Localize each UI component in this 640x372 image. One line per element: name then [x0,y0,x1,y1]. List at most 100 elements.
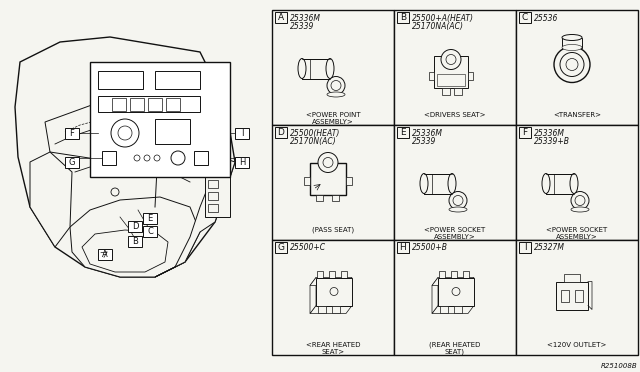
Text: <TRANSFER>: <TRANSFER> [553,112,601,118]
Text: A: A [278,13,284,22]
Bar [65,157,79,168]
Text: ASSEMBLY>: ASSEMBLY> [312,119,354,125]
Bar [397,242,409,253]
Circle shape [323,157,333,167]
Ellipse shape [448,173,456,193]
Bar [318,305,326,312]
Bar [332,195,339,201]
Circle shape [144,155,150,161]
Circle shape [441,49,461,70]
Bar [128,236,142,247]
Text: C: C [522,13,528,22]
Bar [148,98,162,111]
Circle shape [172,164,178,170]
Circle shape [134,155,140,161]
Bar [562,38,582,48]
Bar [205,167,230,217]
Bar [394,125,516,240]
Bar [143,226,157,237]
Ellipse shape [542,173,550,193]
Text: <POWER SOCKET: <POWER SOCKET [424,227,486,233]
Bar [516,125,638,240]
Bar [317,270,323,278]
Bar [65,128,79,139]
Bar [208,192,218,200]
Bar [397,12,409,23]
Text: 25500+B: 25500+B [412,244,448,253]
Text: E: E [400,128,406,137]
Text: 25170N(AC): 25170N(AC) [290,137,337,145]
Bar [90,62,230,177]
Bar [341,270,347,278]
Bar [143,213,157,224]
Bar [166,98,180,111]
Circle shape [331,80,341,90]
Text: F: F [70,129,74,138]
Text: 25339+B: 25339+B [534,137,570,145]
Polygon shape [432,305,474,314]
Polygon shape [310,305,352,314]
Text: ASSEMBLY>: ASSEMBLY> [556,234,598,240]
Text: H: H [399,243,406,252]
Bar [346,176,352,185]
Bar [275,12,287,23]
Circle shape [327,77,345,94]
Text: 25327M: 25327M [534,244,565,253]
Text: 25339: 25339 [290,22,314,31]
Bar [556,282,588,310]
Text: B: B [400,13,406,22]
Bar [155,119,190,144]
Bar [128,221,142,232]
Polygon shape [45,102,220,167]
Text: 25339: 25339 [412,137,436,145]
Circle shape [318,153,338,173]
Text: 25500+C: 25500+C [290,244,326,253]
Bar [302,58,330,78]
Circle shape [571,192,589,209]
Polygon shape [82,230,168,272]
Ellipse shape [562,35,582,41]
Text: SEAT>: SEAT> [321,349,344,355]
Polygon shape [432,278,438,314]
Text: R251008B: R251008B [600,363,637,369]
Bar [208,204,218,212]
Text: 25336M: 25336M [290,13,321,22]
Bar [329,270,335,278]
Text: (PASS SEAT): (PASS SEAT) [312,227,354,233]
Bar [438,278,474,305]
Circle shape [566,58,578,71]
Bar [208,168,218,176]
Text: I: I [241,129,243,138]
Bar [275,127,287,138]
Text: F: F [522,128,527,137]
Circle shape [446,55,456,64]
Polygon shape [432,278,474,285]
Text: G: G [278,243,285,252]
Bar [316,195,323,201]
Polygon shape [15,37,235,277]
Bar [424,173,452,193]
Text: <POWER SOCKET: <POWER SOCKET [547,227,607,233]
Bar [194,151,208,165]
Bar [519,127,531,138]
Bar [468,71,473,80]
Ellipse shape [420,173,428,193]
Text: 25170NA(AC): 25170NA(AC) [412,22,464,31]
Text: 25336M: 25336M [534,128,565,138]
Bar [437,74,465,86]
Ellipse shape [326,58,334,78]
Circle shape [449,192,467,209]
Text: D: D [278,128,284,137]
Text: H: H [239,158,245,167]
Bar [102,151,116,165]
Bar [98,96,200,112]
Bar [463,270,469,278]
Text: B: B [132,237,138,246]
Text: 25336M: 25336M [412,128,443,138]
Text: I: I [524,243,526,252]
Ellipse shape [571,207,589,212]
Circle shape [560,52,584,77]
Ellipse shape [570,173,578,193]
Bar [440,305,448,312]
Bar [112,98,126,111]
